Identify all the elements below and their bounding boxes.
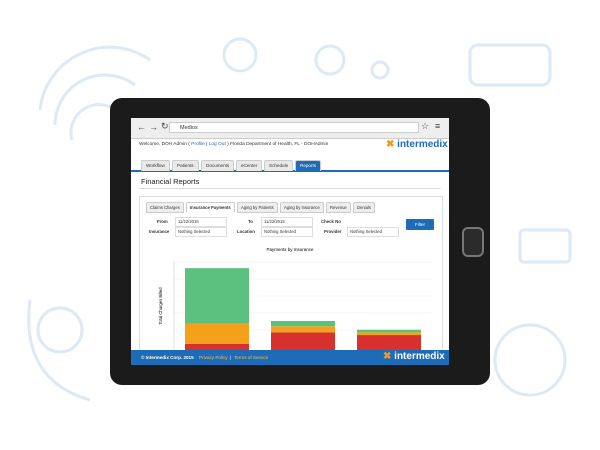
paren: ) xyxy=(227,142,229,147)
filter-value[interactable]: Nothing Selected xyxy=(347,227,399,237)
footer-logo: ✖ intermedix xyxy=(383,351,445,362)
welcome-text: Welcome, DOH Admin ( xyxy=(139,142,190,147)
bar-segment xyxy=(357,329,421,333)
filter-button[interactable]: Filter xyxy=(406,219,434,230)
home-button[interactable] xyxy=(462,227,484,257)
privacy-link[interactable]: Privacy Policy xyxy=(199,355,228,360)
separator: | xyxy=(206,142,208,147)
separator: | xyxy=(230,355,232,360)
nav-tabs: Workflow Patients Documents eCenter Schedule… xyxy=(131,158,449,172)
logo-mark: ✖ xyxy=(386,139,395,150)
address-bar[interactable]: Medios xyxy=(169,122,419,133)
filter-label: Check No xyxy=(321,219,341,224)
nav-tab[interactable]: eCenter xyxy=(236,160,263,171)
profile-link[interactable]: Profile xyxy=(191,142,205,147)
nav-tab[interactable]: Patients xyxy=(172,160,199,171)
y-axis-label: Total Charges Billed xyxy=(158,287,163,325)
forward-button[interactable]: → xyxy=(149,122,158,132)
nav-tab[interactable]: Workflow xyxy=(141,160,170,171)
bar-segment xyxy=(271,320,335,327)
bar-segment xyxy=(271,326,335,333)
report-tab[interactable]: Aging by Insurance xyxy=(280,202,324,213)
report-tab[interactable]: Revenue xyxy=(326,202,351,213)
report-tab[interactable]: Insurance Payments xyxy=(186,202,235,212)
chart: Payments by Insurance Total Charges Bille… xyxy=(158,247,432,350)
nav-tab[interactable]: Schedule xyxy=(264,160,294,171)
bar-segment xyxy=(271,332,335,350)
browser-bar: ← → ↻ Medios ☆ ≡ xyxy=(131,118,449,139)
filter-label: Insurance xyxy=(149,229,170,234)
star-button[interactable]: ☆ xyxy=(421,121,430,131)
filter-value[interactable]: 11/22/2015 xyxy=(175,217,227,227)
terms-link[interactable]: Terms of Service xyxy=(234,355,269,360)
back-button[interactable]: ← xyxy=(137,122,146,132)
nav-tab[interactable]: Documents xyxy=(201,160,235,171)
filter-label: Location xyxy=(237,229,255,234)
menu-button[interactable]: ≡ xyxy=(435,121,441,131)
reload-button[interactable]: ↻ xyxy=(161,121,169,131)
footer: © Intermedix Corp. 2015 Privacy Policy |… xyxy=(131,350,449,365)
bar-segment xyxy=(357,332,421,336)
logo: ✖ intermedix xyxy=(386,139,448,150)
report-tab[interactable]: Claims Charges xyxy=(146,202,184,213)
copyright: © Intermedix Corp. 2015 xyxy=(141,355,194,360)
filter-label: Provider xyxy=(324,229,342,234)
filter-value[interactable]: Nothing Selected xyxy=(261,227,313,237)
bar-segment xyxy=(185,343,249,350)
screen: ← → ↻ Medios ☆ ≡ Welcome, DOH Admin ( Pr… xyxy=(131,118,449,365)
filter-label: To xyxy=(248,219,253,224)
report-tab[interactable]: Aging by Patients xyxy=(237,202,278,213)
logo-text: intermedix xyxy=(397,139,448,150)
page-title: Financial Reports xyxy=(141,177,200,186)
bar-segment xyxy=(185,268,249,324)
logo-mark: ✖ xyxy=(383,351,392,362)
filter-value[interactable]: Nothing Selected xyxy=(175,227,227,237)
welcome-line: Welcome, DOH Admin ( Profile | Log Out )… xyxy=(139,142,328,147)
report-tab[interactable]: Denials xyxy=(353,202,375,213)
filter-value[interactable]: 11/22/2015 xyxy=(261,217,313,227)
organization: Florida Department of Health, FL - DOHAd… xyxy=(230,142,329,147)
logo-text: intermedix xyxy=(394,351,445,362)
bar-segment xyxy=(185,323,249,344)
nav-tab[interactable]: Reports xyxy=(295,160,322,171)
filter-label: From xyxy=(157,219,168,224)
logout-link[interactable]: Log Out xyxy=(208,142,226,147)
divider xyxy=(139,188,441,189)
chart-title: Payments by Insurance xyxy=(266,247,314,252)
bar-segment xyxy=(357,335,421,350)
